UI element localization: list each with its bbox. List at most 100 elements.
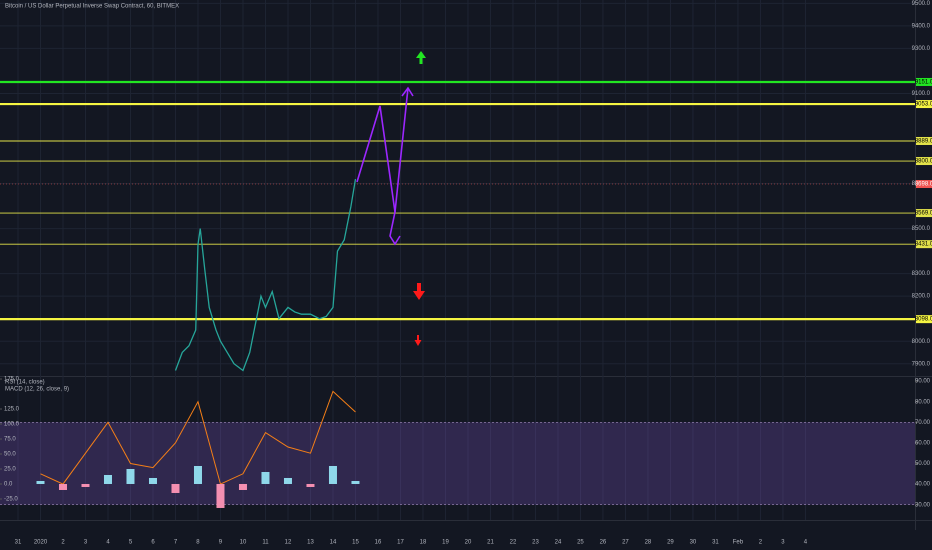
macd-tick-label: 175.0 <box>4 377 20 383</box>
macd-histogram-bar <box>81 483 90 487</box>
level-label-bg <box>916 240 932 249</box>
x-tick-label: 4 <box>106 540 110 546</box>
x-tick-label: 5 <box>129 540 133 546</box>
x-tick-label: 10 <box>240 540 247 546</box>
y-tick-label: 9100.0 <box>912 91 931 97</box>
level-label: 8889.0 <box>915 139 932 145</box>
macd-tick-label: 0.0 <box>4 482 13 488</box>
x-tick-label: 28 <box>645 540 652 546</box>
x-tick-label: 23 <box>532 540 539 546</box>
x-tick-label: Feb <box>733 540 744 546</box>
level-label: 8431.0 <box>915 242 932 248</box>
macd-tick-label: 50.0 <box>4 452 16 458</box>
x-tick-label: 3 <box>781 540 785 546</box>
projection-arrow <box>401 86 414 97</box>
macd-tick-label: 75.0 <box>4 437 16 443</box>
rsi-tick-label: 80.00 <box>915 399 931 405</box>
x-tick-label: 9 <box>219 540 223 546</box>
x-tick-label: 13 <box>307 540 314 546</box>
macd-histogram-bar <box>238 483 247 490</box>
level-label-bg <box>916 209 932 218</box>
macd-histogram-bar <box>103 474 112 484</box>
plot <box>0 0 915 520</box>
macd-histogram-bar <box>261 471 270 484</box>
x-tick-label: 25 <box>577 540 584 546</box>
macd-histogram-bar <box>126 468 135 484</box>
macd-histogram-bar <box>148 477 157 484</box>
x-tick-label: 7 <box>174 540 178 546</box>
arrow-down-small <box>414 335 422 346</box>
chart-title: Bitcoin / US Dollar Perpetual Inverse Sw… <box>5 4 179 10</box>
legend-entry: RSI (14, close) <box>5 380 45 386</box>
macd-histogram-bar <box>171 483 180 493</box>
y-tick-label: 7900.0 <box>912 361 931 367</box>
x-tick-label: 31 <box>712 540 719 546</box>
level-label: 8098.0 <box>915 317 932 323</box>
x-tick-label: 18 <box>420 540 427 546</box>
x-tick-label: 19 <box>442 540 449 546</box>
x-tick-label: 2020 <box>34 540 48 546</box>
macd-histogram-bar <box>193 465 202 484</box>
macd-histogram-bar <box>58 483 67 490</box>
y-tick-label: 9300.0 <box>912 46 931 52</box>
rsi-tick-label: 50.00 <box>915 461 931 467</box>
x-tick-label: 15 <box>352 540 359 546</box>
rsi-tick-label: 90.00 <box>915 379 931 385</box>
x-tick-label: 16 <box>375 540 382 546</box>
rsi-tick-label: 40.00 <box>915 482 931 488</box>
x-tick-label: 22 <box>510 540 517 546</box>
x-tick-label: 12 <box>285 540 292 546</box>
macd-histogram-bar <box>216 483 225 508</box>
x-tick-label: 14 <box>330 540 337 546</box>
price-line <box>174 178 357 372</box>
y-tick-label: 9500.0 <box>912 1 931 7</box>
x-tick-label: 3 <box>84 540 88 546</box>
macd-histogram-bar <box>36 480 45 484</box>
arrow-down-large <box>413 283 425 300</box>
y-tick-label: 8000.0 <box>912 339 931 345</box>
rsi-tick-label: 30.00 <box>915 502 931 508</box>
rsi-tick-label: 70.00 <box>915 420 931 426</box>
rsi-band <box>0 422 915 505</box>
macd-tick-label: 25.0 <box>4 467 16 473</box>
arrow-up <box>416 51 426 64</box>
level-label: 8569.0 <box>915 211 932 217</box>
level-label-bg <box>916 77 932 86</box>
level-label-bg <box>916 157 932 166</box>
x-tick-label: 21 <box>487 540 494 546</box>
x-tick-label: 11 <box>262 540 269 546</box>
macd-tick-label: 100.0 <box>4 422 20 428</box>
macd-histogram-bar <box>351 480 360 484</box>
x-tick-label: 29 <box>667 540 674 546</box>
level-label-bg <box>916 100 932 109</box>
y-tick-label: 8500.0 <box>912 226 931 232</box>
x-tick-label: 31 <box>15 540 22 546</box>
x-tick-label: 30 <box>690 540 697 546</box>
x-tick-label: 2 <box>759 540 763 546</box>
rsi-line <box>40 390 356 485</box>
x-tick-label: 20 <box>465 540 472 546</box>
projection-down <box>356 105 401 246</box>
x-tick-label: 6 <box>151 540 155 546</box>
x-tick-label: 24 <box>555 540 562 546</box>
rsi-tick-label: 60.00 <box>915 440 931 446</box>
level-label-bg <box>916 136 932 145</box>
last-price-label: 8698.0 <box>915 182 932 188</box>
macd-histogram-bar <box>328 465 337 484</box>
x-tick-label: 27 <box>622 540 629 546</box>
last-price-bg <box>916 180 932 189</box>
x-tick-label: 8 <box>196 540 200 546</box>
level-label: 9053.0 <box>915 102 932 108</box>
y-tick-label: 9400.0 <box>912 23 931 29</box>
level-label: 8800.0 <box>915 159 932 165</box>
macd-histogram-bar <box>306 483 315 487</box>
x-tick-label: 26 <box>600 540 607 546</box>
x-tick-label: 17 <box>397 540 404 546</box>
x-tick-label: 4 <box>804 540 808 546</box>
legend-entry: MACD (12, 26, close, 9) <box>5 387 69 393</box>
y-tick-label: 8300.0 <box>912 271 931 277</box>
x-tick-label: 2 <box>61 540 65 546</box>
level-label: 9151.0 <box>915 80 932 86</box>
level-label-bg <box>916 315 932 324</box>
